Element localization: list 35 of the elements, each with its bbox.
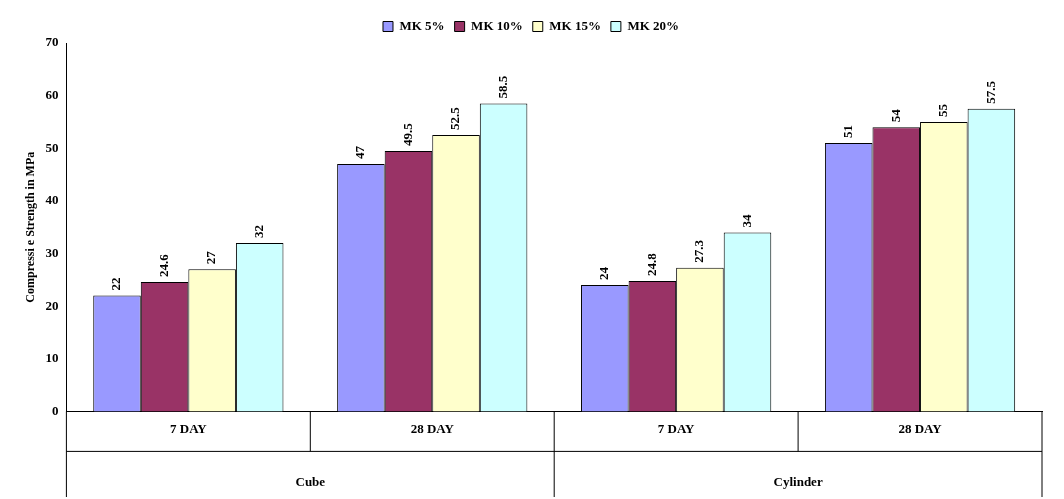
x-tick-label: 28 DAY bbox=[898, 420, 943, 436]
x-tick-label: 7 DAY bbox=[169, 420, 208, 436]
y-tick-label: 30 bbox=[45, 244, 59, 260]
y-axis-title: Compressi e Strength in MPa bbox=[23, 151, 38, 303]
data-label: 52.5 bbox=[447, 106, 463, 131]
data-label: 49.5 bbox=[399, 122, 415, 146]
data-label: 22 bbox=[108, 277, 124, 291]
data-label: 27 bbox=[203, 250, 219, 265]
legend-label: MK 15% bbox=[549, 17, 601, 33]
legend-label: MK 20% bbox=[627, 17, 680, 33]
legend-label: MK 5% bbox=[399, 17, 445, 33]
data-label: 32 bbox=[251, 224, 267, 238]
data-label: 57.5 bbox=[982, 80, 998, 104]
text: Cube bbox=[295, 474, 326, 490]
data-label: 58.5 bbox=[494, 75, 510, 99]
y-tick-label: 70 bbox=[45, 34, 59, 50]
data-label: 24.6 bbox=[155, 253, 171, 277]
x-tick-label: 7 DAY bbox=[657, 420, 696, 436]
data-label: 55 bbox=[935, 103, 951, 117]
text: Cylinder bbox=[773, 474, 823, 490]
y-tick-label: 0 bbox=[51, 402, 59, 418]
data-label: 34 bbox=[738, 213, 754, 228]
y-tick-label: 20 bbox=[45, 297, 59, 313]
y-tick-label: 40 bbox=[45, 192, 59, 208]
legend-label: MK 10% bbox=[471, 17, 523, 33]
data-label: 51 bbox=[840, 124, 856, 138]
data-label: 47 bbox=[352, 145, 368, 160]
data-label: 27.3 bbox=[691, 239, 707, 263]
x-tick-label: 28 DAY bbox=[410, 420, 455, 436]
data-label: 24 bbox=[596, 266, 612, 281]
data-label: 54 bbox=[887, 108, 903, 123]
data-label: 24.8 bbox=[643, 252, 659, 276]
y-tick-label: 10 bbox=[45, 350, 59, 366]
y-tick-label: 50 bbox=[45, 139, 59, 155]
y-tick-label: 60 bbox=[45, 86, 59, 102]
